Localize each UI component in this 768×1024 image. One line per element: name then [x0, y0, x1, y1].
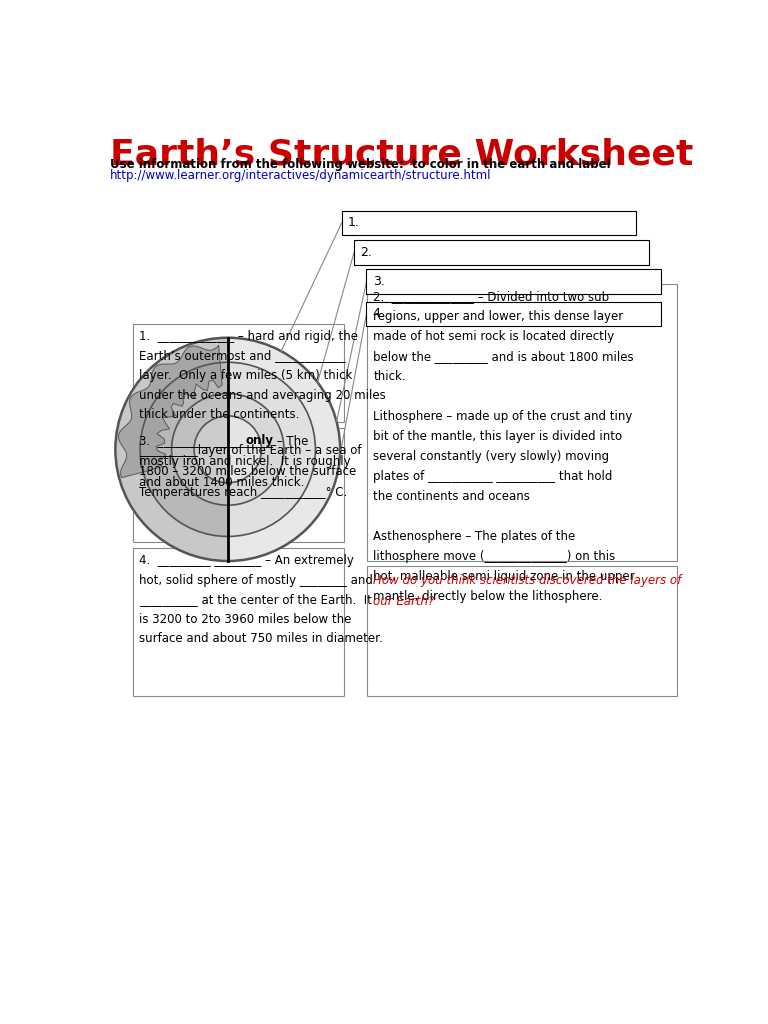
Text: and about 1400 miles thick.: and about 1400 miles thick. — [140, 476, 305, 488]
Text: __________layer of the Earth – a sea of: __________layer of the Earth – a sea of — [140, 444, 362, 458]
Polygon shape — [118, 346, 222, 477]
Text: 3.: 3. — [372, 275, 385, 288]
FancyBboxPatch shape — [366, 301, 661, 327]
Text: 2.: 2. — [360, 246, 372, 259]
FancyBboxPatch shape — [133, 324, 344, 423]
Text: http://www.learner.org/interactives/dynamicearth/structure.html: http://www.learner.org/interactives/dyna… — [110, 169, 492, 182]
Wedge shape — [228, 416, 261, 483]
Text: 3.  _________ __________ – The: 3. _________ __________ – The — [140, 434, 313, 446]
FancyBboxPatch shape — [354, 240, 648, 264]
Wedge shape — [115, 338, 228, 561]
Wedge shape — [194, 416, 228, 483]
Text: 1.: 1. — [348, 216, 359, 229]
Text: Use information from the following website:  to color in the earth and label: Use information from the following websi… — [110, 159, 611, 171]
Wedge shape — [228, 338, 340, 561]
Text: Temperatures reach ___________° C.: Temperatures reach ___________° C. — [140, 486, 348, 500]
FancyBboxPatch shape — [133, 428, 344, 542]
Text: only: only — [246, 434, 273, 446]
Text: 1800 – 3200 miles below the surface: 1800 – 3200 miles below the surface — [140, 466, 356, 478]
FancyBboxPatch shape — [342, 211, 636, 236]
FancyBboxPatch shape — [367, 284, 677, 561]
Text: 4.  _________ ________ – An extremely
hot, solid sphere of mostly ________ and
_: 4. _________ ________ – An extremely hot… — [140, 554, 383, 645]
Wedge shape — [171, 393, 228, 505]
Text: 2.  ______________ – Divided into two sub
regions, upper and lower, this dense l: 2. ______________ – Divided into two sub… — [373, 290, 635, 603]
Text: 1.  _____________ – hard and rigid, the
Earth’s outermost and ____________
layer: 1. _____________ – hard and rigid, the E… — [140, 330, 386, 421]
Wedge shape — [228, 393, 284, 505]
Text: Earth’s Structure Worksheet: Earth’s Structure Worksheet — [110, 137, 694, 171]
Text: 4.: 4. — [372, 307, 385, 321]
Text: mostly iron and nickel.  It is roughly: mostly iron and nickel. It is roughly — [140, 455, 351, 468]
Text: How do you think scientists discovered the layers of
our Earth?: How do you think scientists discovered t… — [373, 574, 682, 608]
Wedge shape — [140, 362, 228, 537]
FancyBboxPatch shape — [366, 269, 661, 294]
Circle shape — [115, 338, 340, 561]
FancyBboxPatch shape — [133, 548, 344, 695]
Wedge shape — [228, 362, 316, 537]
FancyBboxPatch shape — [367, 566, 677, 695]
